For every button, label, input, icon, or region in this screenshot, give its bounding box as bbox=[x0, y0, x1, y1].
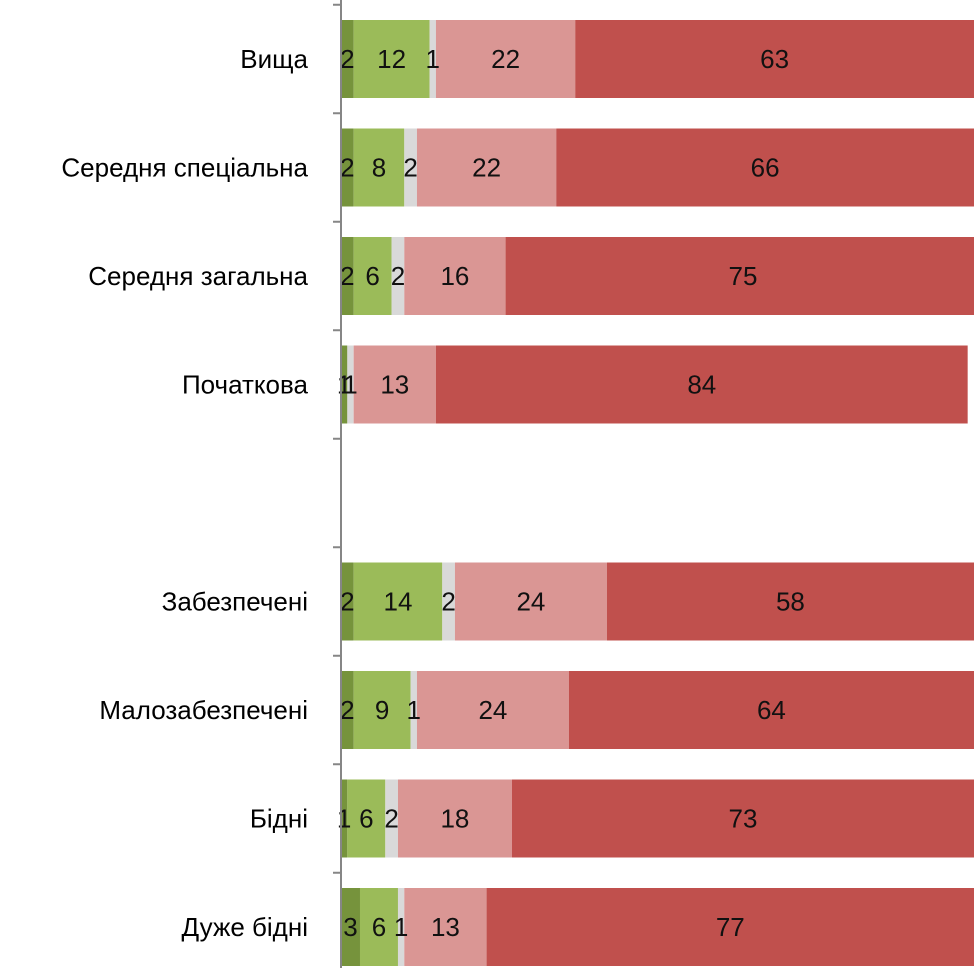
data-label: 2 bbox=[340, 153, 354, 183]
data-label: 84 bbox=[687, 370, 716, 400]
bar-segment bbox=[341, 237, 354, 315]
bar-segment bbox=[416, 671, 569, 749]
data-label: 2 bbox=[340, 587, 354, 617]
data-label: 63 bbox=[760, 44, 789, 74]
bar-segment bbox=[575, 20, 974, 98]
bar-segment bbox=[511, 779, 974, 858]
bar-segment bbox=[341, 671, 354, 749]
data-label: 13 bbox=[431, 912, 460, 942]
bar-segment bbox=[353, 345, 436, 424]
data-label: 22 bbox=[472, 153, 501, 183]
category-label: Бідні bbox=[250, 804, 308, 834]
data-label: 2 bbox=[340, 261, 354, 291]
data-label: 6 bbox=[365, 261, 379, 291]
bar-segment bbox=[341, 128, 354, 207]
bar-segment bbox=[397, 779, 512, 858]
category-label: Вища bbox=[240, 44, 308, 74]
bar-segment bbox=[568, 671, 974, 749]
data-label: 77 bbox=[716, 912, 745, 942]
bar-segment bbox=[353, 671, 411, 749]
data-label: 64 bbox=[757, 695, 786, 725]
data-label: 22 bbox=[491, 44, 520, 74]
data-label: 2 bbox=[384, 804, 398, 834]
category-label: Початкова bbox=[182, 370, 309, 400]
category-label: Середня загальна bbox=[88, 261, 308, 291]
bar-segment bbox=[391, 237, 405, 315]
data-label: 66 bbox=[751, 153, 780, 183]
data-label: 6 bbox=[372, 912, 386, 942]
data-label: 1 bbox=[343, 370, 357, 400]
data-label: 24 bbox=[478, 695, 507, 725]
bar-segment bbox=[347, 779, 386, 858]
data-label: 2 bbox=[340, 695, 354, 725]
bar-segment bbox=[353, 128, 405, 207]
bar-segment bbox=[404, 128, 417, 207]
data-label: 2 bbox=[391, 261, 405, 291]
data-label: 1 bbox=[394, 912, 408, 942]
bar-segment bbox=[435, 20, 576, 98]
data-label: 75 bbox=[728, 261, 757, 291]
category-label: Малозабезпечені bbox=[99, 695, 308, 725]
bar-segment bbox=[442, 562, 455, 641]
data-label: 2 bbox=[403, 153, 417, 183]
data-label: 14 bbox=[384, 587, 413, 617]
bar-segment bbox=[454, 562, 607, 641]
bar-segment bbox=[397, 888, 405, 966]
bar-segment bbox=[606, 562, 974, 641]
data-label: 18 bbox=[440, 804, 469, 834]
bar-segment bbox=[353, 562, 443, 641]
data-label: 1 bbox=[407, 695, 421, 725]
bar-segment bbox=[341, 779, 348, 858]
bar-segment bbox=[435, 345, 968, 424]
bar-segment bbox=[341, 345, 348, 424]
bar-segment bbox=[341, 562, 354, 641]
bar-segment bbox=[347, 345, 354, 424]
data-label: 1 bbox=[426, 44, 440, 74]
bar-segment bbox=[556, 128, 974, 207]
data-label: 3 bbox=[343, 912, 357, 942]
data-label: 9 bbox=[375, 695, 389, 725]
data-label: 16 bbox=[440, 261, 469, 291]
bar-segment bbox=[486, 888, 974, 966]
category-label: Забезпечені bbox=[162, 587, 308, 617]
bar-segment bbox=[341, 888, 360, 966]
category-label: Середня спеціальна bbox=[61, 153, 308, 183]
data-label: 12 bbox=[377, 44, 406, 74]
data-label: 2 bbox=[441, 587, 455, 617]
bar-segment bbox=[341, 20, 354, 98]
category-axis bbox=[333, 0, 342, 968]
bar-segment bbox=[353, 237, 392, 315]
data-label: 13 bbox=[380, 370, 409, 400]
bars-layer bbox=[341, 20, 974, 966]
category-label: Дуже бідні bbox=[181, 912, 308, 942]
data-label: 24 bbox=[516, 587, 545, 617]
bar-segment bbox=[410, 671, 417, 749]
category-labels-layer: Вища Середня спеціальна Середня загальна По… bbox=[61, 44, 308, 942]
bar-segment bbox=[385, 779, 398, 858]
data-label: 1 bbox=[337, 804, 351, 834]
bar-segment bbox=[404, 237, 506, 315]
bar-segment bbox=[505, 237, 974, 315]
data-label: 8 bbox=[372, 153, 386, 183]
data-label: 6 bbox=[359, 804, 373, 834]
data-label: 2 bbox=[340, 44, 354, 74]
bar-segment bbox=[404, 888, 487, 966]
bar-segment bbox=[359, 888, 398, 966]
bar-segment bbox=[353, 20, 430, 98]
data-label: 58 bbox=[776, 587, 805, 617]
bar-segment bbox=[429, 20, 436, 98]
data-label: 73 bbox=[728, 804, 757, 834]
bar-segment bbox=[416, 128, 557, 207]
